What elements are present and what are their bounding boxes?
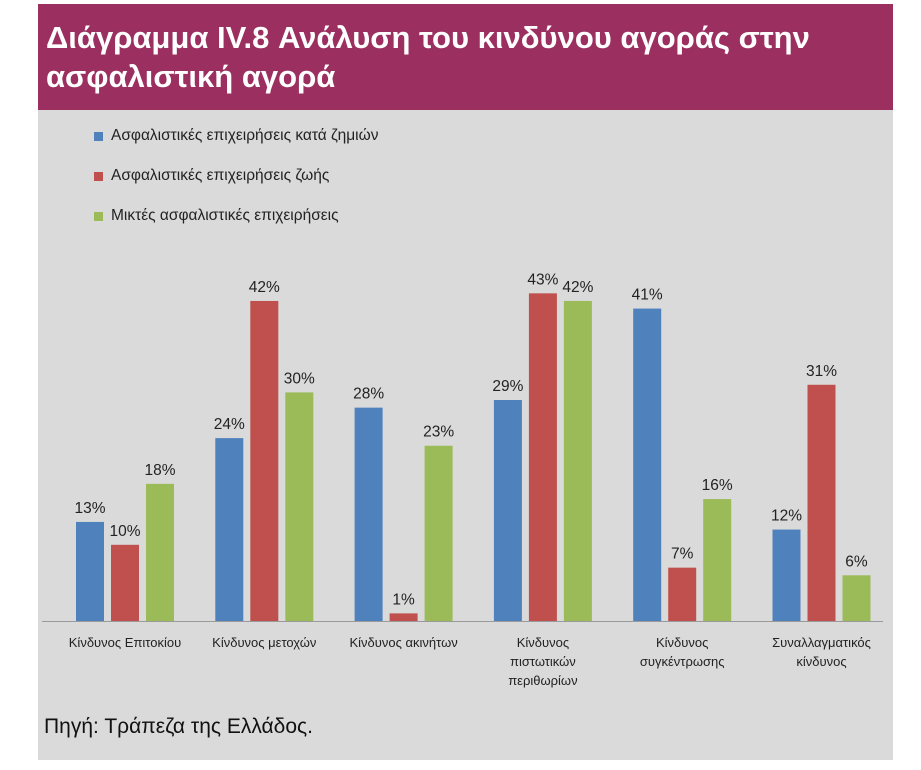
data-label: 42% [562, 279, 593, 296]
bar [354, 407, 383, 621]
category-label: Κίνδυνος συγκέντρωσης [640, 635, 725, 669]
data-label: 31% [806, 363, 837, 380]
bar [389, 613, 418, 621]
legend-label: Ασφαλιστικές επιχειρήσεις ζωής [111, 167, 330, 184]
legend-label: Ασφαλιστικές επιχειρήσεις κατά ζημιών [111, 127, 379, 144]
legend-item: Ασφαλιστικές επιχειρήσεις κατά ζημιών [94, 126, 378, 146]
data-label: 6% [845, 553, 868, 570]
chart-header: Διάγραμμα IV.8 Ανάλυση του κινδύνου αγορ… [38, 4, 893, 110]
data-label: 42% [249, 279, 280, 296]
bar-chart: 13%10% 18% Κίνδυνος Επιτοκίου 24% 42% 30% Κίνδ… [42, 271, 883, 688]
category-label: Κίνδυνος Επιτοκίου [69, 635, 181, 650]
data-label: 23% [423, 424, 454, 441]
bar [703, 499, 732, 621]
bar [146, 483, 174, 621]
bar [76, 521, 104, 621]
category-label: Κίνδυνος ακινήτων [349, 635, 457, 650]
legend-label: Μικτές ασφαλιστικές επιχειρήσεις [111, 207, 339, 224]
chart-panel: Ασφαλιστικές επιχειρήσεις κατά ζημιών Ασφ… [38, 110, 893, 760]
bar [493, 400, 522, 621]
legend-item: Μικτές ασφαλιστικές επιχειρήσεις [94, 206, 378, 226]
bar [633, 308, 662, 621]
category-label: Κίνδυνος μετοχών [212, 635, 316, 650]
legend-swatch [94, 171, 103, 181]
bar [563, 300, 592, 621]
data-label: 12% [771, 508, 802, 525]
bar [111, 544, 139, 621]
bar [285, 392, 314, 621]
data-label: 16% [702, 477, 733, 494]
data-label: 41% [632, 287, 663, 304]
bar [424, 445, 453, 621]
chart-title: Διάγραμμα IV.8 Ανάλυση του κινδύνου αγορ… [46, 20, 810, 94]
chart-legend: Ασφαλιστικές επιχειρήσεις κατά ζημιών Ασφ… [94, 126, 378, 246]
bar [668, 567, 697, 621]
bar [772, 529, 801, 621]
data-label: 24% [214, 416, 245, 433]
data-label: 13% [74, 500, 105, 517]
bar [250, 300, 279, 621]
data-label: 7% [671, 546, 694, 563]
data-label: 30% [284, 370, 315, 387]
bar [807, 384, 836, 621]
source-note: Πηγή: Τράπεζα της Ελλάδος. [44, 715, 313, 738]
data-label: 29% [492, 378, 523, 395]
data-label: 43% [527, 271, 558, 288]
legend-swatch [94, 131, 103, 141]
legend-item: Ασφαλιστικές επιχειρήσεις ζωής [94, 166, 378, 186]
legend-swatch [94, 211, 103, 221]
bar [215, 438, 244, 621]
data-label: 10% [109, 523, 140, 540]
bar [528, 293, 557, 621]
category-label: Κίνδυνος πιστωτικών περιθωρίων [508, 635, 577, 688]
data-label: 18% [144, 462, 175, 479]
bar [842, 575, 871, 621]
data-label: 1% [392, 591, 415, 608]
category-label: Συναλλαγματικός κίνδυνος [772, 635, 871, 669]
data-label: 28% [353, 386, 384, 403]
